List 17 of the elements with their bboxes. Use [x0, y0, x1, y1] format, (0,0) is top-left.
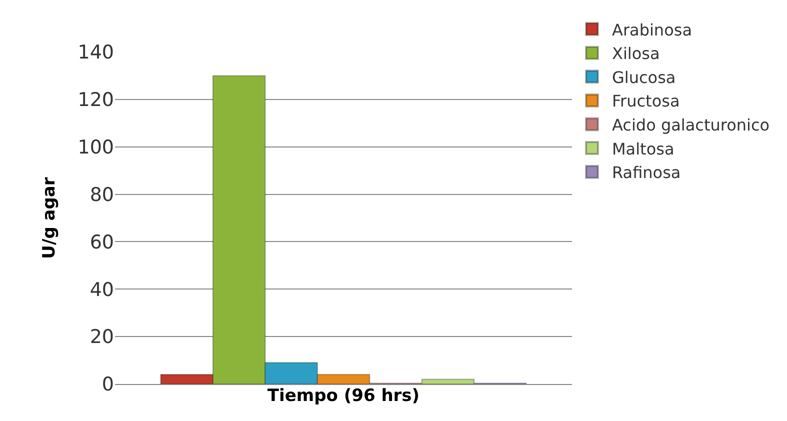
legend-label: Glucosa — [612, 68, 676, 87]
y-tick-label: 100 — [78, 136, 114, 159]
y-tick-label: 80 — [90, 184, 114, 206]
y-axis-title: U/g agar — [39, 176, 60, 259]
legend-label: Acido galacturonico — [612, 116, 770, 134]
y-tick-label: 140 — [78, 42, 114, 64]
y-tick-label: 40 — [90, 278, 114, 301]
y-tick-label: 20 — [90, 326, 114, 348]
legend-label: Arabinosa — [612, 20, 692, 40]
y-tick-label: 60 — [90, 231, 114, 254]
legend-label: Fructosa — [612, 92, 680, 111]
legend-label: Xilosa — [612, 44, 660, 64]
x-axis-title: Tiempo (96 hrs) — [267, 386, 420, 406]
y-tick-label: 0 — [102, 374, 114, 396]
y-tick-label: 120 — [78, 89, 114, 112]
legend-label: Maltosa — [612, 139, 674, 158]
legend-label: Rafinosa — [612, 163, 681, 182]
